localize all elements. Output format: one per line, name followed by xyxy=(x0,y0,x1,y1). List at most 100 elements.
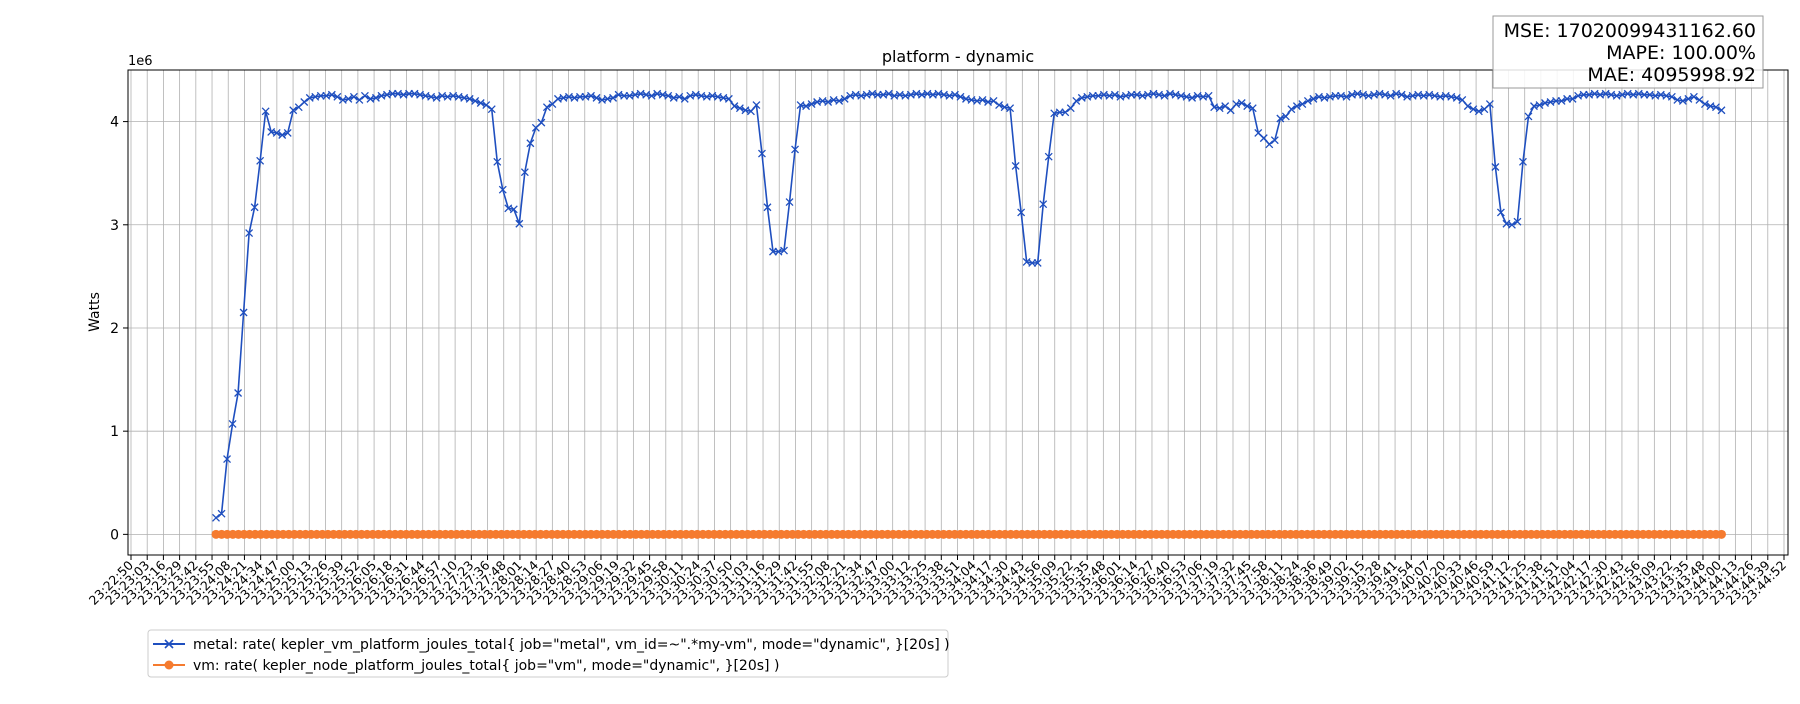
y-axis-label: Watts xyxy=(87,292,103,332)
data-point xyxy=(537,118,546,127)
legend-label-vm: vm: rate( kepler_node_platform_joules_to… xyxy=(193,658,779,674)
data-point xyxy=(1474,107,1483,116)
data-point xyxy=(956,92,965,101)
data-point xyxy=(680,94,689,103)
data-point xyxy=(278,131,287,139)
data-point xyxy=(327,90,336,99)
data-point xyxy=(289,106,298,115)
data-point xyxy=(1265,140,1274,149)
y-axis: 0 1 2 3 4 xyxy=(110,115,128,543)
data-point xyxy=(1221,102,1230,111)
data-point xyxy=(300,98,309,106)
data-point xyxy=(1716,529,1726,539)
legend-marker-circle xyxy=(164,660,174,670)
data-point xyxy=(1342,92,1351,101)
data-point xyxy=(1066,104,1075,113)
data-point xyxy=(1386,91,1395,100)
data-point xyxy=(1469,105,1478,114)
data-point xyxy=(824,98,833,106)
data-point xyxy=(1298,100,1307,109)
data-point xyxy=(217,509,226,518)
data-point xyxy=(802,102,811,111)
legend-frame xyxy=(147,629,949,678)
data-point xyxy=(212,513,220,522)
data-point xyxy=(509,205,518,214)
data-point xyxy=(487,105,496,114)
data-point xyxy=(1519,157,1527,166)
data-point xyxy=(1006,104,1015,113)
data-point xyxy=(1309,94,1318,103)
data-point xyxy=(1535,101,1544,110)
data-point xyxy=(1044,152,1053,161)
data-point xyxy=(1667,92,1676,101)
data-point xyxy=(465,94,474,103)
series-vm xyxy=(211,529,1726,539)
series-line xyxy=(215,92,1722,519)
data-point xyxy=(239,308,248,317)
data-point xyxy=(245,229,254,238)
data-point xyxy=(223,455,232,463)
data-point xyxy=(730,102,739,111)
data-point xyxy=(1463,102,1472,111)
data-point xyxy=(609,93,618,102)
mape-annotation: MAPE: 100.00% xyxy=(1606,42,1756,64)
data-point xyxy=(1700,100,1709,109)
data-point xyxy=(498,185,507,194)
data-point xyxy=(261,107,270,116)
data-point xyxy=(333,92,342,101)
metrics-box: MSE: 17020099431162.60 MAPE: 100.00% MAE… xyxy=(1492,15,1764,89)
data-point xyxy=(344,94,353,103)
data-point xyxy=(542,103,551,112)
data-point xyxy=(1039,200,1048,209)
legend-entry-metal: metal: rate( kepler_vm_platform_joules_t… xyxy=(153,637,950,653)
data-point xyxy=(360,91,369,100)
data-point xyxy=(840,94,849,103)
data-point xyxy=(1017,208,1026,217)
data-point xyxy=(1689,92,1698,101)
legend-marker-x xyxy=(164,639,174,649)
data-point xyxy=(355,95,364,104)
data-point xyxy=(1695,95,1704,104)
data-point xyxy=(951,90,959,99)
data-point xyxy=(1513,217,1522,226)
data-point xyxy=(735,104,744,113)
series-layer xyxy=(211,89,1726,539)
data-point xyxy=(1215,104,1224,113)
chart-title: platform - dynamic xyxy=(882,47,1034,66)
data-point xyxy=(234,389,243,397)
data-point xyxy=(256,156,265,165)
x-axis: 23:22:5023:23:0323:23:1623:23:2923:23:42… xyxy=(86,555,1789,608)
data-point xyxy=(493,157,502,166)
data-point xyxy=(1458,95,1467,104)
metrics-box-frame xyxy=(1492,15,1764,89)
data-point xyxy=(1287,105,1296,114)
data-point xyxy=(807,100,816,109)
data-point xyxy=(1557,96,1566,105)
data-point xyxy=(228,419,237,428)
data-point xyxy=(791,145,800,154)
data-point xyxy=(785,198,794,207)
data-point xyxy=(1160,91,1169,100)
data-point xyxy=(482,101,491,110)
data-point xyxy=(371,93,380,102)
data-point xyxy=(647,91,656,100)
data-point xyxy=(283,128,292,137)
data-point xyxy=(1303,96,1312,105)
data-point xyxy=(1524,112,1533,121)
data-point xyxy=(1292,102,1301,111)
data-point xyxy=(664,91,673,100)
data-point xyxy=(989,96,998,105)
data-point xyxy=(1684,94,1693,103)
data-point xyxy=(1259,134,1268,143)
y-tick-label: 1 xyxy=(110,424,119,440)
data-point xyxy=(1270,136,1279,145)
data-point xyxy=(1485,100,1494,109)
data-point xyxy=(520,168,529,177)
data-point xyxy=(1072,96,1081,105)
data-point xyxy=(1281,112,1290,121)
data-point xyxy=(1491,163,1500,171)
data-point xyxy=(1033,259,1042,267)
data-point xyxy=(835,96,844,105)
data-point xyxy=(1248,104,1257,113)
